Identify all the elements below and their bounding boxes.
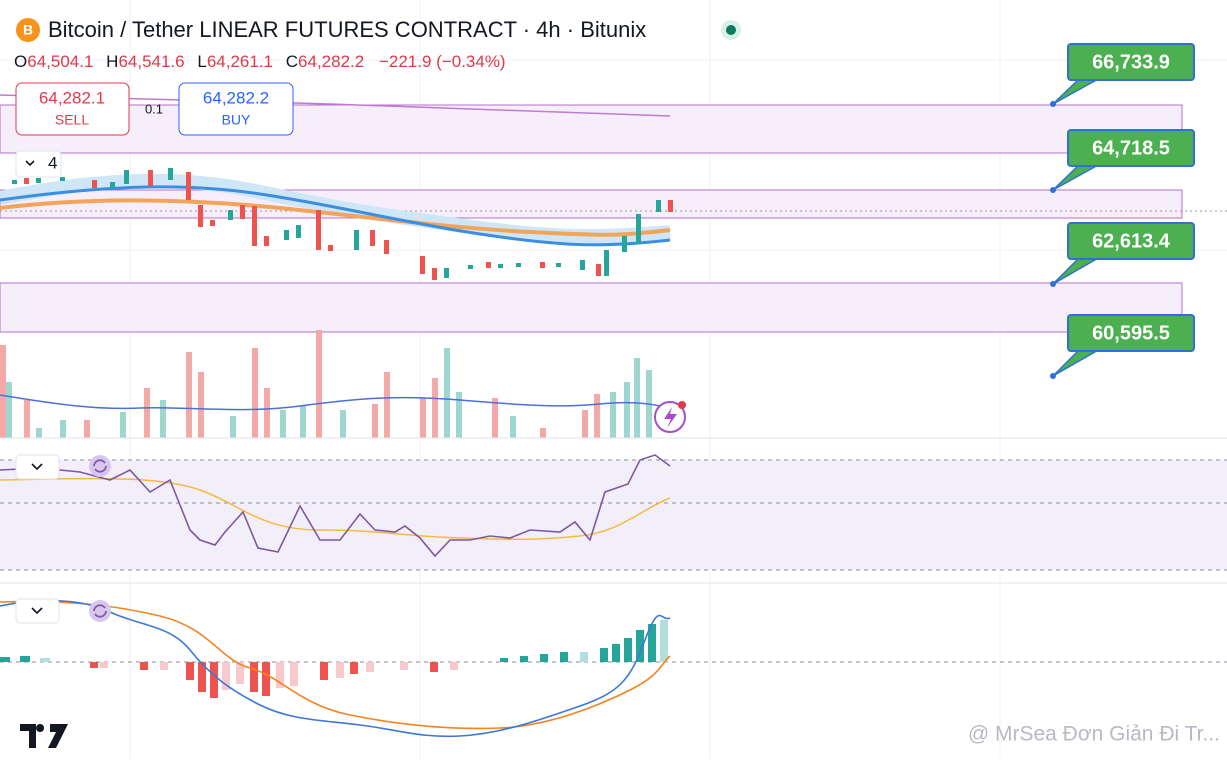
buy-button[interactable]: 64,282.2 BUY xyxy=(178,82,294,136)
level-callouts: 66,733.9 64,718.5 62,613.4 60,595.5 xyxy=(1050,43,1195,379)
buy-box[interactable] xyxy=(178,82,294,136)
coin-glyph: B xyxy=(23,22,33,38)
indicators-toggle[interactable]: 4 xyxy=(15,150,62,178)
callout-dot xyxy=(1050,187,1056,193)
buy-label[interactable]: BUY xyxy=(222,112,251,128)
callout-dot xyxy=(1050,101,1056,107)
callout-box xyxy=(1067,129,1195,167)
level-label: 62,613.4 xyxy=(1092,230,1171,252)
spread: 0.1 xyxy=(145,101,163,116)
label: O xyxy=(14,52,27,71)
zone xyxy=(0,104,1183,154)
status-dot xyxy=(726,25,736,35)
volume xyxy=(0,330,686,438)
label: H xyxy=(106,52,118,71)
buy-price[interactable]: 64,282.2 xyxy=(203,88,269,107)
sell-button[interactable]: 64,282.1 SELL xyxy=(15,82,130,136)
sell-label[interactable]: SELL xyxy=(55,112,89,128)
coin-icon xyxy=(16,18,40,42)
watermark: @ MrSea Đơn Giản Đi Tr... xyxy=(968,723,1220,746)
callout-pointer xyxy=(1052,77,1101,105)
candles-down xyxy=(24,170,673,280)
zone xyxy=(0,189,1183,219)
level-label: 60,595.5 xyxy=(1092,322,1170,344)
value: 64,541.6 xyxy=(118,52,184,71)
indicator-count[interactable]: 4 xyxy=(48,153,57,172)
change: −221.9 (−0.34%) xyxy=(379,52,506,71)
sell-box[interactable] xyxy=(15,82,130,136)
zone xyxy=(0,282,1183,333)
callout-box xyxy=(1067,314,1195,352)
sell-price[interactable]: 64,282.1 xyxy=(39,88,105,107)
value: 64,261.1 xyxy=(207,52,273,71)
label: C xyxy=(286,52,298,71)
value: 64,282.2 xyxy=(298,52,364,71)
rsi-pane xyxy=(0,454,1227,571)
chevron[interactable] xyxy=(25,160,35,167)
label: L xyxy=(197,52,206,71)
callout-dot xyxy=(1050,373,1056,379)
value: 64,504.1 xyxy=(27,52,93,71)
toggle-box[interactable] xyxy=(15,150,62,178)
callout-dot xyxy=(1050,281,1056,287)
ma-blue xyxy=(0,185,671,247)
level-label: 66,733.9 xyxy=(1092,51,1170,73)
callout-pointer xyxy=(1052,256,1103,285)
callout-box xyxy=(1067,222,1195,260)
callout-box xyxy=(1067,43,1195,81)
macd-pane xyxy=(0,598,1227,738)
level-label: 64,718.5 xyxy=(1092,137,1170,159)
callout-pointer xyxy=(1052,348,1103,377)
ma-orange xyxy=(0,198,671,237)
logo xyxy=(20,724,68,748)
symbol-title: Bitcoin / Tether LINEAR FUTURES CONTRACT… xyxy=(48,17,646,42)
ohlc: O64,504.1 H64,541.6 L64,261.1 C64,282.2 … xyxy=(14,52,506,71)
callout-pointer xyxy=(1052,163,1101,191)
